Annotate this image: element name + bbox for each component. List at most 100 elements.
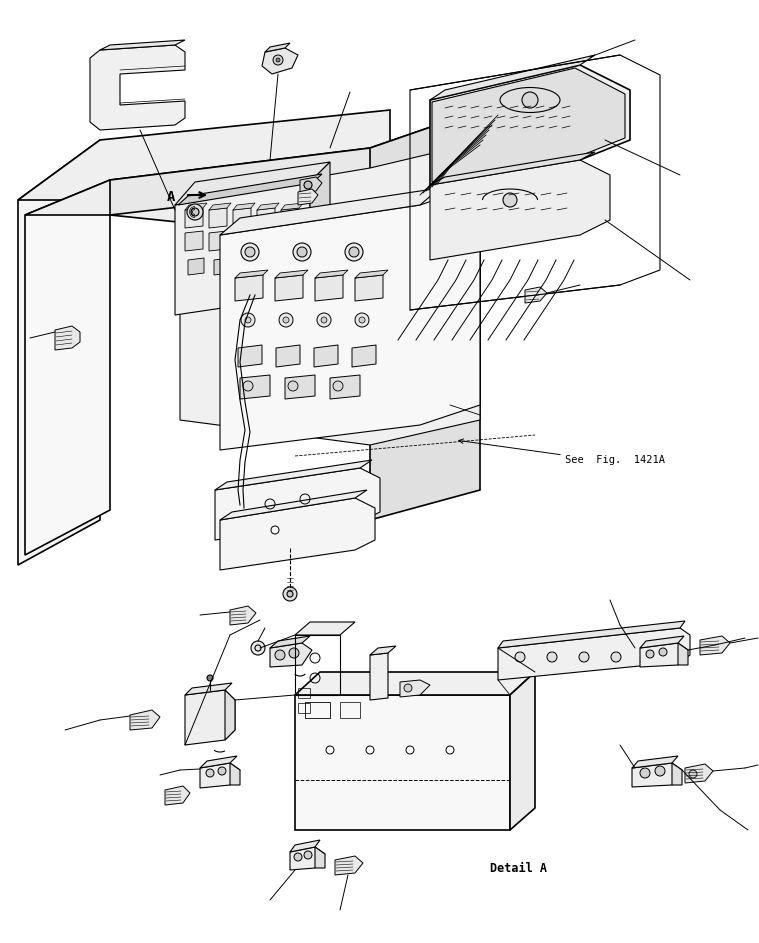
Circle shape [659,648,667,656]
Circle shape [355,313,369,327]
Polygon shape [498,621,685,648]
Polygon shape [335,856,363,875]
Polygon shape [175,182,310,315]
Polygon shape [270,636,310,648]
Polygon shape [180,142,480,445]
Polygon shape [430,55,595,100]
Polygon shape [295,622,355,635]
Polygon shape [25,180,110,555]
Polygon shape [110,110,480,215]
Polygon shape [314,345,338,367]
Circle shape [245,317,251,323]
Circle shape [349,247,359,257]
Polygon shape [257,203,279,210]
Polygon shape [230,763,240,785]
Polygon shape [290,847,325,870]
Polygon shape [430,152,595,185]
Polygon shape [640,643,688,667]
Circle shape [187,204,203,220]
Polygon shape [220,490,367,520]
Polygon shape [632,763,682,787]
Polygon shape [130,710,160,730]
Polygon shape [355,270,388,278]
Polygon shape [215,460,372,490]
Polygon shape [220,185,480,450]
Circle shape [245,247,255,257]
Circle shape [304,181,312,189]
Circle shape [241,243,259,261]
Polygon shape [235,270,268,278]
Polygon shape [165,786,190,805]
Polygon shape [295,695,510,830]
Polygon shape [233,203,255,210]
Polygon shape [672,763,682,785]
Polygon shape [315,847,325,868]
Polygon shape [281,208,299,228]
Polygon shape [214,258,230,275]
Polygon shape [400,680,430,697]
Polygon shape [257,208,275,228]
Circle shape [243,381,253,391]
Polygon shape [298,189,318,205]
Circle shape [317,313,331,327]
Circle shape [251,641,265,655]
Polygon shape [275,275,303,301]
Circle shape [689,770,697,778]
Polygon shape [215,468,380,540]
Polygon shape [209,208,227,228]
Polygon shape [230,606,256,625]
Polygon shape [55,326,80,350]
Circle shape [547,652,557,662]
Circle shape [279,313,293,327]
Circle shape [283,587,297,601]
Circle shape [522,92,538,108]
Circle shape [503,193,517,207]
Polygon shape [265,43,290,52]
Polygon shape [370,646,396,655]
Polygon shape [18,110,390,200]
Circle shape [206,769,214,777]
Polygon shape [510,672,535,830]
Polygon shape [300,177,322,193]
Circle shape [273,55,283,65]
Circle shape [191,208,199,216]
Polygon shape [275,270,308,278]
Circle shape [283,317,289,323]
Polygon shape [330,375,360,399]
Circle shape [321,317,327,323]
Polygon shape [285,375,315,399]
Polygon shape [240,375,270,399]
Polygon shape [175,162,330,205]
Circle shape [640,768,650,778]
Polygon shape [185,231,203,251]
Text: See  Fig.  1421A: See Fig. 1421A [565,455,665,465]
Polygon shape [185,208,203,228]
Polygon shape [266,258,282,275]
Circle shape [579,652,589,662]
Circle shape [655,766,665,776]
Circle shape [207,675,213,681]
Polygon shape [25,148,370,230]
Polygon shape [315,270,348,278]
Polygon shape [281,231,299,251]
Polygon shape [276,345,300,367]
Circle shape [304,851,312,859]
Polygon shape [295,672,535,695]
Circle shape [611,652,621,662]
Polygon shape [281,203,303,210]
Polygon shape [209,203,231,210]
Circle shape [241,313,255,327]
Circle shape [288,381,298,391]
Circle shape [515,652,525,662]
Circle shape [359,317,365,323]
Polygon shape [209,231,227,251]
Polygon shape [240,258,256,275]
Polygon shape [315,275,343,301]
Circle shape [333,381,343,391]
Polygon shape [233,231,251,251]
Polygon shape [685,764,713,783]
Polygon shape [178,174,322,205]
Polygon shape [90,45,185,130]
Polygon shape [640,636,684,648]
Polygon shape [370,110,480,520]
